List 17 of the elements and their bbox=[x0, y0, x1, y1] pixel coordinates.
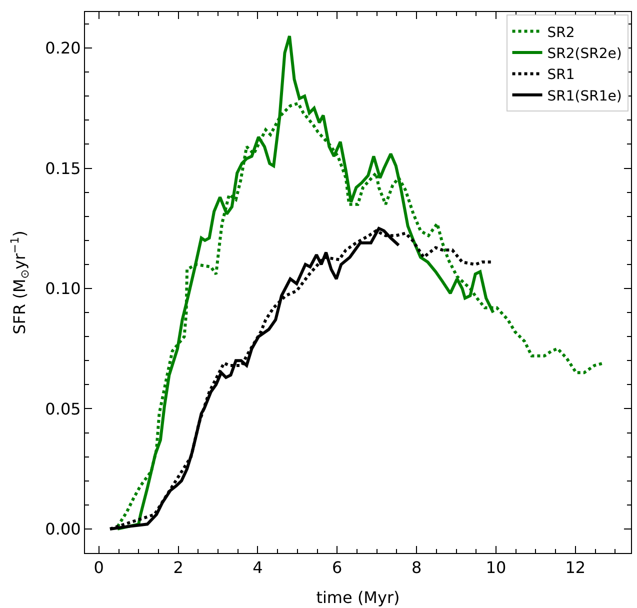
x-tick-label: 2 bbox=[173, 558, 184, 578]
x-tick-label: 8 bbox=[411, 558, 422, 578]
legend-label: SR2(SR2e) bbox=[547, 46, 622, 62]
x-tick-label: 6 bbox=[332, 558, 342, 578]
y-tick-label: 0.10 bbox=[45, 279, 81, 298]
x-axis-title: time (Myr) bbox=[316, 588, 400, 607]
y-tick-label: 0.00 bbox=[45, 520, 81, 539]
x-tick-label: 10 bbox=[486, 558, 506, 578]
x-tick-label: 0 bbox=[94, 558, 104, 578]
y-tick-label: 0.20 bbox=[45, 38, 81, 58]
y-tick-label: 0.15 bbox=[45, 158, 81, 178]
x-tick-label: 4 bbox=[252, 558, 263, 578]
legend-label: SR1(SR1e) bbox=[547, 88, 622, 104]
legend-label: SR2 bbox=[547, 24, 575, 41]
y-tick-label: 0.05 bbox=[45, 399, 81, 418]
x-tick-label: 12 bbox=[565, 558, 586, 578]
legend-label: SR1 bbox=[547, 67, 575, 84]
